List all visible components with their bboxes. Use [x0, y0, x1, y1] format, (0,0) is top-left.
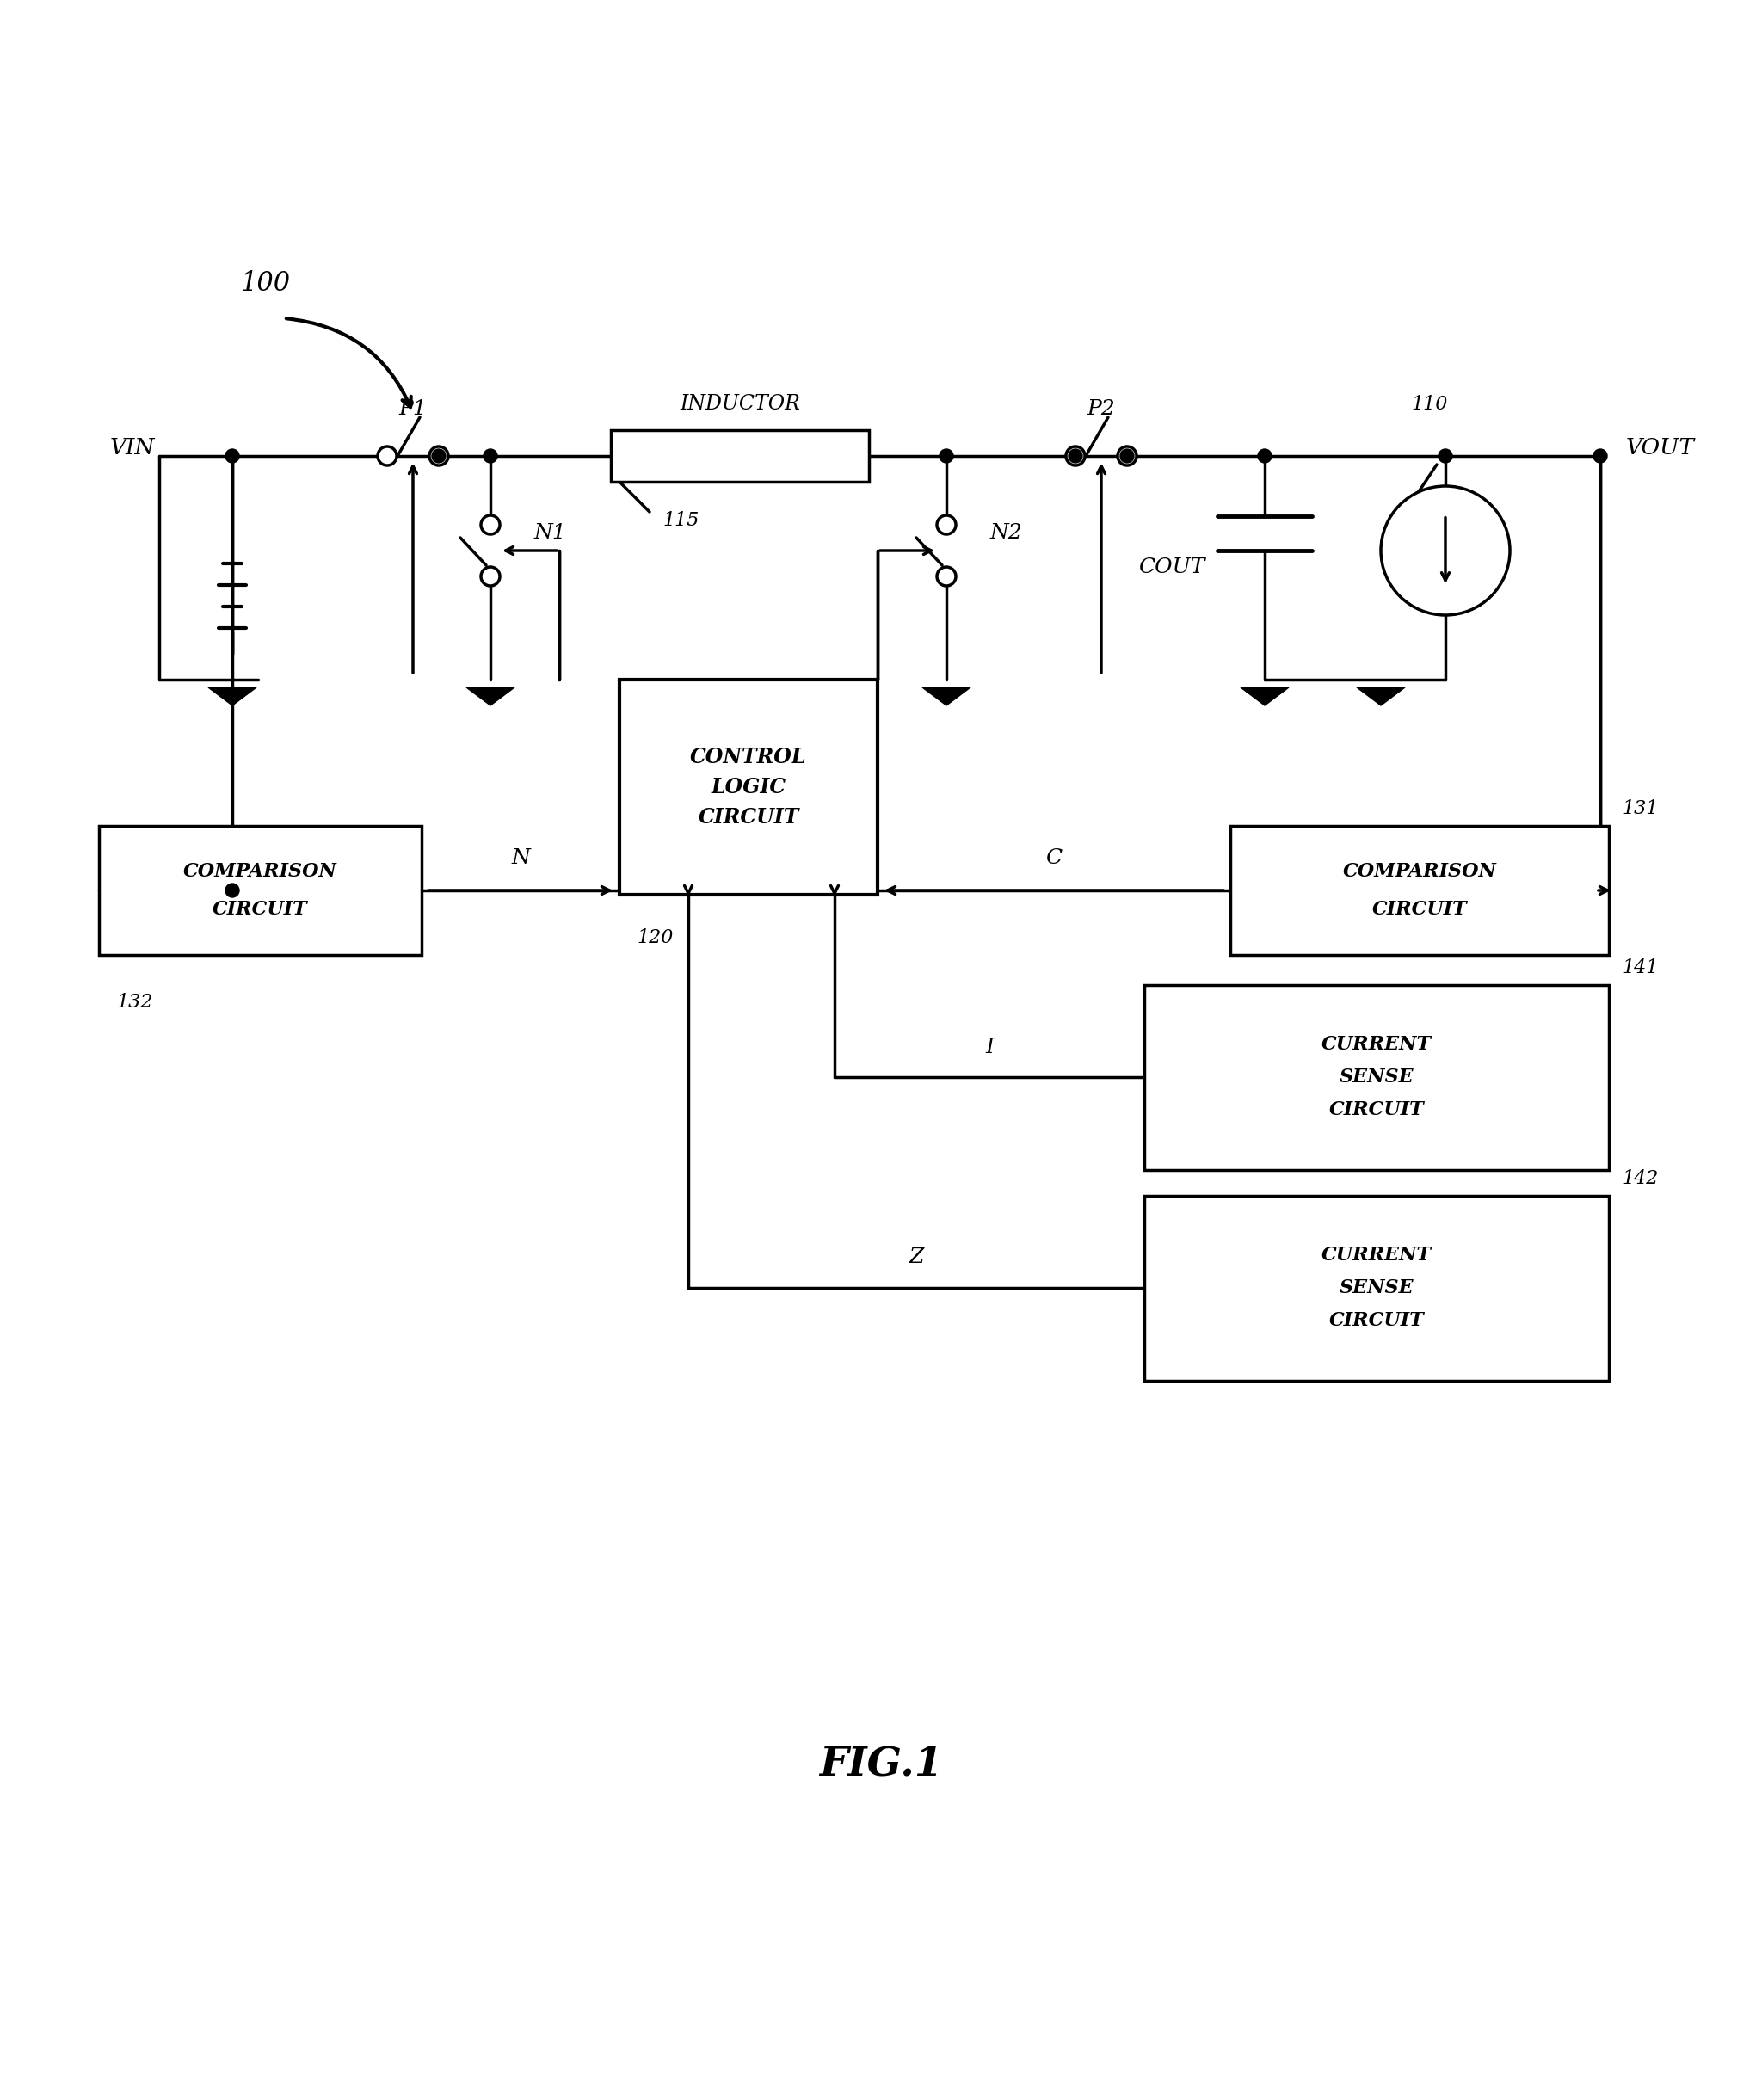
Text: COUT: COUT	[1138, 559, 1205, 578]
Text: COMPARISON: COMPARISON	[183, 861, 337, 882]
Text: CIRCUIT: CIRCUIT	[698, 806, 798, 827]
Text: CURRENT: CURRENT	[1322, 1245, 1431, 1264]
Text: 120: 120	[636, 928, 673, 947]
Text: N: N	[511, 848, 530, 867]
Circle shape	[937, 567, 955, 586]
Polygon shape	[1240, 687, 1288, 706]
Text: P1: P1	[398, 399, 426, 418]
Text: 141: 141	[1621, 958, 1658, 976]
Circle shape	[1258, 449, 1272, 462]
Circle shape	[226, 884, 240, 897]
Text: 100: 100	[241, 271, 291, 298]
Text: 131: 131	[1621, 800, 1658, 819]
Polygon shape	[1357, 687, 1404, 706]
Text: C: C	[1045, 848, 1062, 867]
Circle shape	[483, 449, 497, 462]
Circle shape	[481, 514, 500, 533]
Bar	[611, 430, 869, 481]
Text: SENSE: SENSE	[1339, 1279, 1413, 1298]
Circle shape	[1066, 447, 1085, 466]
Circle shape	[430, 447, 448, 466]
Bar	[1230, 825, 1609, 955]
Text: FIG.1: FIG.1	[819, 1743, 943, 1783]
Text: 132: 132	[116, 993, 153, 1012]
Circle shape	[939, 449, 953, 462]
Polygon shape	[922, 687, 971, 706]
Text: CIRCUIT: CIRCUIT	[1373, 901, 1468, 920]
Bar	[99, 825, 421, 955]
Text: N1: N1	[534, 523, 566, 544]
Text: CONTROL: CONTROL	[691, 748, 807, 766]
Circle shape	[377, 447, 396, 466]
Text: Z: Z	[909, 1247, 923, 1268]
Text: COMPARISON: COMPARISON	[1343, 861, 1496, 882]
Text: VIN: VIN	[109, 437, 155, 458]
Text: P2: P2	[1087, 399, 1115, 418]
Circle shape	[432, 449, 446, 462]
Bar	[1144, 985, 1609, 1170]
Text: 110: 110	[1411, 395, 1447, 414]
Circle shape	[226, 449, 240, 462]
Text: 115: 115	[663, 510, 700, 529]
Text: SENSE: SENSE	[1339, 1067, 1413, 1086]
Text: INDUCTOR: INDUCTOR	[680, 395, 800, 414]
Text: LOGIC: LOGIC	[712, 777, 786, 798]
Bar	[620, 680, 877, 895]
Polygon shape	[467, 687, 515, 706]
Circle shape	[481, 567, 500, 586]
Circle shape	[1381, 485, 1510, 615]
Circle shape	[1593, 449, 1607, 462]
Polygon shape	[208, 687, 257, 706]
Text: CIRCUIT: CIRCUIT	[211, 901, 307, 920]
Circle shape	[1117, 447, 1136, 466]
Text: CURRENT: CURRENT	[1322, 1035, 1431, 1054]
Bar	[1144, 1195, 1609, 1382]
Text: I: I	[985, 1037, 994, 1056]
Text: VOUT: VOUT	[1626, 437, 1695, 458]
Text: N2: N2	[990, 523, 1022, 544]
Text: 142: 142	[1621, 1170, 1658, 1189]
Circle shape	[937, 514, 955, 533]
Text: CIRCUIT: CIRCUIT	[1329, 1310, 1424, 1329]
Text: CIRCUIT: CIRCUIT	[1329, 1100, 1424, 1119]
Circle shape	[1121, 449, 1135, 462]
Circle shape	[1438, 449, 1452, 462]
Circle shape	[1068, 449, 1082, 462]
